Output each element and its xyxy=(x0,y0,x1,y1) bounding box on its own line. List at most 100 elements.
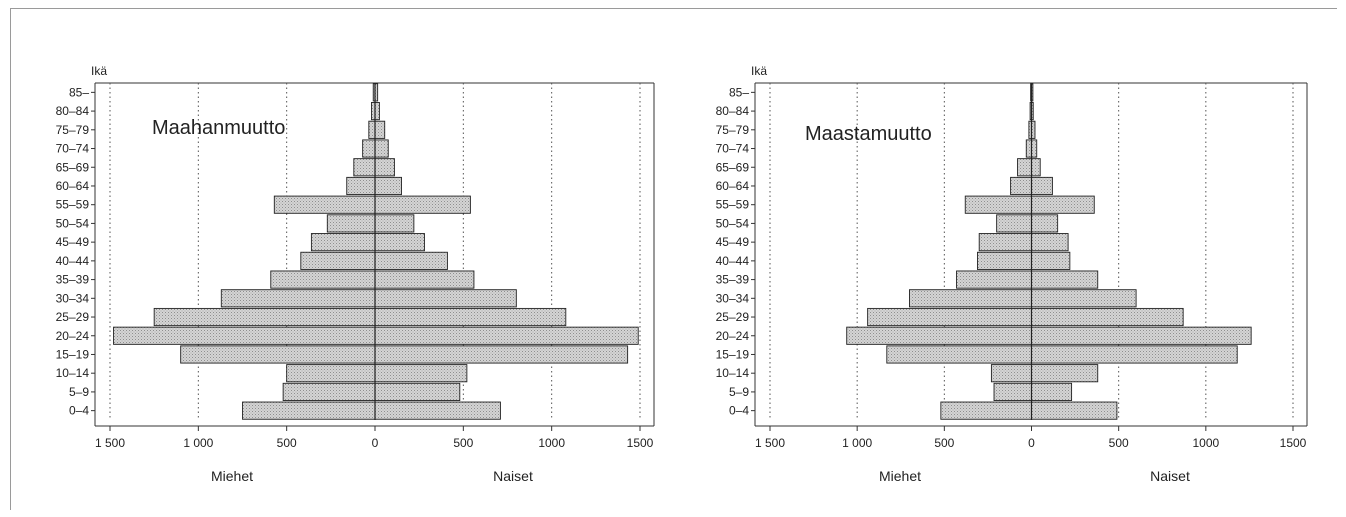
bar-miehet-70–74 xyxy=(362,139,376,158)
bar-miehet-55–59 xyxy=(273,195,376,214)
bar-miehet-0–4 xyxy=(242,401,376,420)
y-tick-label: 60–64 xyxy=(56,179,90,193)
label-naiset: Naiset xyxy=(493,468,533,484)
bar-naiset-65–69 xyxy=(374,158,395,177)
y-tick-label: 70–74 xyxy=(56,142,90,156)
y-tick-label: 70–74 xyxy=(716,142,750,156)
bar-naiset-45–49 xyxy=(374,233,425,252)
bar-naiset-70–74 xyxy=(374,139,389,158)
bar-miehet-5–9 xyxy=(993,382,1032,401)
bar-naiset-60–64 xyxy=(1031,176,1053,196)
bar-naiset-25–29 xyxy=(1031,307,1184,327)
y-tick-label: 65–69 xyxy=(716,160,750,174)
bar-miehet-45–49 xyxy=(310,233,376,252)
x-tick-label: 1 500 xyxy=(95,436,125,450)
bar-naiset-45–49 xyxy=(1031,233,1069,252)
x-tick-label: 1000 xyxy=(538,436,565,450)
y-axis-title: Ikä xyxy=(91,64,107,78)
bar-naiset-55–59 xyxy=(1031,195,1095,214)
y-tick-label: 85– xyxy=(69,85,89,99)
y-tick-label: 5–9 xyxy=(729,385,749,399)
bar-miehet-30–34 xyxy=(909,289,1032,308)
chart-title: Maahanmuutto xyxy=(152,117,285,139)
bar-miehet-40–44 xyxy=(977,251,1032,270)
bar-naiset-25–29 xyxy=(374,307,567,327)
bar-naiset-20–24 xyxy=(374,326,639,345)
y-tick-label: 60–64 xyxy=(716,179,750,193)
y-tick-label: 65–69 xyxy=(56,160,90,174)
chart-title: Maastamuutto xyxy=(805,123,932,145)
y-tick-label: 40–44 xyxy=(56,254,90,268)
x-tick-label: 0 xyxy=(1028,436,1035,450)
bar-miehet-10–14 xyxy=(990,364,1032,383)
bar-miehet-35–39 xyxy=(270,270,376,289)
x-tick-label: 1 500 xyxy=(755,436,785,450)
y-tick-label: 35–39 xyxy=(716,273,750,287)
bar-naiset-35–39 xyxy=(374,270,475,289)
y-tick-label: 40–44 xyxy=(716,254,750,268)
bar-naiset-0–4 xyxy=(1031,401,1118,420)
y-tick-label: 80–84 xyxy=(716,104,750,118)
y-tick-label: 45–49 xyxy=(56,235,90,249)
x-tick-label: 1500 xyxy=(627,436,654,450)
label-miehet: Miehet xyxy=(211,468,253,484)
bar-naiset-40–44 xyxy=(374,251,448,270)
y-tick-label: 55–59 xyxy=(716,198,750,212)
y-tick-label: 15–19 xyxy=(56,347,90,361)
y-tick-label: 20–24 xyxy=(716,329,750,343)
bar-miehet-35–39 xyxy=(956,270,1032,289)
figure-frame xyxy=(10,8,1337,510)
label-naiset: Naiset xyxy=(1150,468,1190,484)
bar-miehet-60–64 xyxy=(1010,176,1032,196)
y-tick-label: 75–79 xyxy=(716,123,750,137)
bar-miehet-30–34 xyxy=(220,289,376,308)
bar-miehet-50–54 xyxy=(996,214,1032,233)
y-tick-label: 20–24 xyxy=(56,329,90,343)
y-axis-title: Ikä xyxy=(751,64,767,78)
y-tick-label: 25–29 xyxy=(716,310,750,324)
bar-naiset-5–9 xyxy=(1031,382,1073,401)
bar-miehet-75–79 xyxy=(368,120,376,139)
bar-naiset-50–54 xyxy=(374,214,415,233)
y-tick-label: 15–19 xyxy=(716,347,750,361)
bar-miehet-45–49 xyxy=(978,233,1032,252)
y-tick-label: 5–9 xyxy=(69,385,89,399)
bar-naiset-5–9 xyxy=(374,382,461,401)
bar-miehet-55–59 xyxy=(964,195,1032,214)
y-tick-label: 0–4 xyxy=(69,404,89,418)
y-tick-label: 75–79 xyxy=(56,123,90,137)
y-tick-label: 10–14 xyxy=(56,366,90,380)
bar-naiset-35–39 xyxy=(1031,270,1099,289)
x-tick-label: 1000 xyxy=(1192,436,1219,450)
x-tick-label: 500 xyxy=(277,436,297,450)
bar-naiset-15–19 xyxy=(374,345,629,364)
bar-naiset-10–14 xyxy=(1031,364,1099,383)
x-tick-label: 500 xyxy=(1109,436,1129,450)
y-tick-label: 85– xyxy=(729,85,749,99)
bar-miehet-25–29 xyxy=(867,307,1032,327)
bar-miehet-60–64 xyxy=(346,176,376,196)
bar-naiset-40–44 xyxy=(1031,251,1071,270)
y-tick-label: 30–34 xyxy=(716,291,750,305)
bar-miehet-50–54 xyxy=(326,214,376,233)
bar-naiset-70–74 xyxy=(1031,139,1038,158)
x-tick-label: 500 xyxy=(453,436,473,450)
chart-panel-2: 0–4 5–9 10–14 15–19 20–24 25–29 30–34 35–39 40–4… xyxy=(716,64,1308,484)
y-tick-label: 50–54 xyxy=(716,216,750,230)
bar-naiset-80–84 xyxy=(374,102,380,121)
y-tick-label: 50–54 xyxy=(56,216,90,230)
bar-naiset-75–79 xyxy=(374,120,386,139)
x-tick-label: 1500 xyxy=(1280,436,1307,450)
bar-naiset-20–24 xyxy=(1031,326,1252,345)
y-tick-label: 25–29 xyxy=(56,310,90,324)
bar-naiset-50–54 xyxy=(1031,214,1059,233)
bar-miehet-70–74 xyxy=(1025,139,1032,158)
bar-naiset-30–34 xyxy=(374,289,517,308)
bar-naiset-60–64 xyxy=(374,176,402,196)
bar-miehet-10–14 xyxy=(286,364,376,383)
y-tick-label: 0–4 xyxy=(729,404,749,418)
y-tick-label: 35–39 xyxy=(56,273,90,287)
x-tick-label: 1 000 xyxy=(183,436,213,450)
y-tick-label: 30–34 xyxy=(56,291,90,305)
bar-miehet-20–24 xyxy=(846,326,1032,345)
